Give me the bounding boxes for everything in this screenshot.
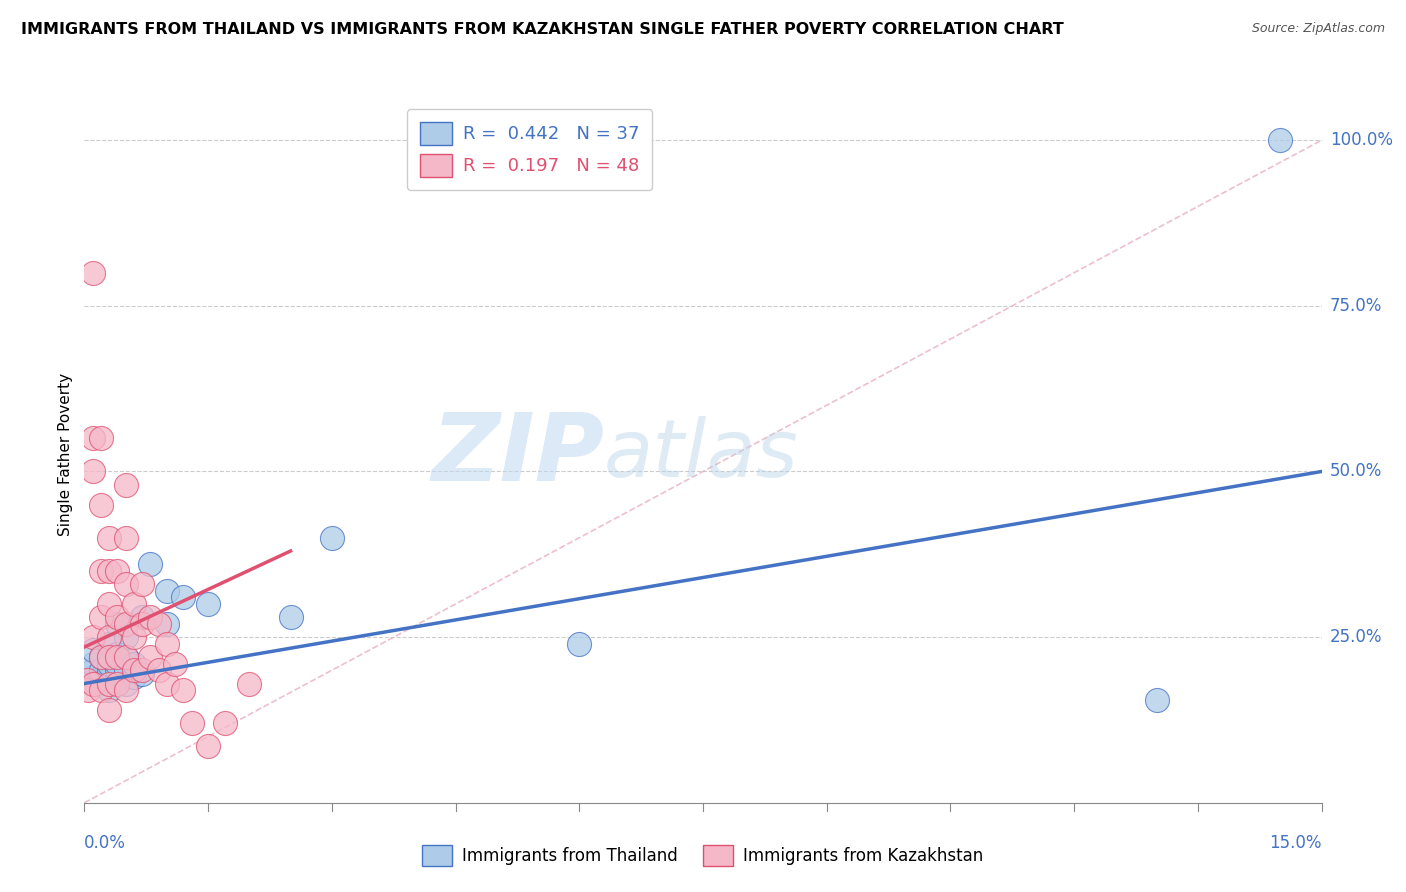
Point — [172, 591, 194, 605]
Point — [98, 663, 121, 677]
Point — [90, 650, 112, 665]
Point — [90, 683, 112, 698]
Point — [90, 498, 112, 512]
Point — [122, 657, 145, 671]
Text: Source: ZipAtlas.com: Source: ZipAtlas.com — [1251, 22, 1385, 36]
Point — [105, 616, 128, 631]
Point — [214, 716, 236, 731]
Point — [77, 673, 100, 688]
Point — [105, 673, 128, 688]
Point — [98, 597, 121, 611]
Point — [114, 630, 136, 644]
Point — [122, 630, 145, 644]
Point — [114, 663, 136, 677]
Text: IMMIGRANTS FROM THAILAND VS IMMIGRANTS FROM KAZAKHSTAN SINGLE FATHER POVERTY COR: IMMIGRANTS FROM THAILAND VS IMMIGRANTS F… — [21, 22, 1064, 37]
Point — [122, 597, 145, 611]
Point — [122, 663, 145, 677]
Point — [114, 650, 136, 665]
Point — [172, 683, 194, 698]
Point — [131, 616, 153, 631]
Point — [148, 663, 170, 677]
Point — [105, 663, 128, 677]
Point — [1270, 133, 1292, 147]
Text: 75.0%: 75.0% — [1330, 297, 1382, 315]
Point — [105, 610, 128, 624]
Point — [131, 610, 153, 624]
Y-axis label: Single Father Poverty: Single Father Poverty — [58, 374, 73, 536]
Point — [98, 657, 121, 671]
Text: 100.0%: 100.0% — [1330, 131, 1393, 149]
Point — [90, 610, 112, 624]
Point — [90, 663, 112, 677]
Point — [82, 643, 104, 657]
Point — [82, 266, 104, 280]
Point — [156, 583, 179, 598]
Point — [131, 663, 153, 677]
Point — [180, 716, 202, 731]
Text: atlas: atlas — [605, 416, 799, 494]
Point — [76, 673, 98, 688]
Point — [90, 431, 112, 445]
Point — [139, 650, 162, 665]
Point — [156, 616, 179, 631]
Point — [156, 676, 179, 690]
Point — [131, 577, 153, 591]
Point — [131, 666, 153, 681]
Point — [114, 616, 136, 631]
Point — [82, 676, 104, 690]
Point — [86, 676, 108, 690]
Point — [105, 657, 128, 671]
Point — [77, 683, 100, 698]
Point — [82, 663, 104, 677]
Point — [114, 676, 136, 690]
Point — [98, 650, 121, 665]
Point — [98, 683, 121, 698]
Point — [114, 577, 136, 591]
Point — [90, 670, 112, 684]
Point — [105, 650, 128, 665]
Point — [114, 477, 136, 491]
Point — [280, 610, 302, 624]
Point — [197, 597, 219, 611]
Point — [82, 630, 104, 644]
Point — [139, 610, 162, 624]
Point — [82, 670, 104, 684]
Point — [98, 703, 121, 717]
Point — [156, 637, 179, 651]
Text: 0.0%: 0.0% — [84, 834, 127, 852]
Point — [82, 431, 104, 445]
Point — [98, 676, 121, 690]
Point — [82, 465, 104, 479]
Point — [321, 531, 343, 545]
Point — [98, 531, 121, 545]
Text: 25.0%: 25.0% — [1330, 628, 1382, 646]
Legend: Immigrants from Thailand, Immigrants from Kazakhstan: Immigrants from Thailand, Immigrants fro… — [415, 837, 991, 874]
Point — [1146, 693, 1168, 707]
Point — [105, 564, 128, 578]
Text: 50.0%: 50.0% — [1330, 462, 1382, 481]
Point — [98, 637, 121, 651]
Point — [568, 637, 591, 651]
Point — [90, 564, 112, 578]
Point — [148, 616, 170, 631]
Text: 15.0%: 15.0% — [1270, 834, 1322, 852]
Point — [122, 670, 145, 684]
Point — [98, 673, 121, 688]
Point — [98, 564, 121, 578]
Point — [105, 676, 128, 690]
Point — [114, 650, 136, 665]
Point — [114, 531, 136, 545]
Point — [105, 647, 128, 661]
Point — [139, 558, 162, 572]
Point — [114, 683, 136, 698]
Point — [238, 676, 260, 690]
Point — [98, 630, 121, 644]
Point — [90, 650, 112, 665]
Text: ZIP: ZIP — [432, 409, 605, 501]
Point — [197, 739, 219, 754]
Point — [165, 657, 187, 671]
Point — [82, 657, 104, 671]
